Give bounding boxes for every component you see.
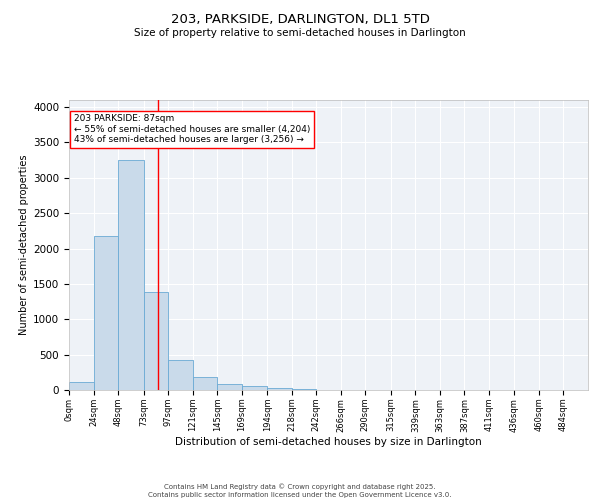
Text: 203, PARKSIDE, DARLINGTON, DL1 5TD: 203, PARKSIDE, DARLINGTON, DL1 5TD <box>170 12 430 26</box>
Text: 203 PARKSIDE: 87sqm
← 55% of semi-detached houses are smaller (4,204)
43% of sem: 203 PARKSIDE: 87sqm ← 55% of semi-detach… <box>74 114 310 144</box>
Bar <box>217 384 242 390</box>
Bar <box>267 388 292 390</box>
Y-axis label: Number of semi-detached properties: Number of semi-detached properties <box>19 155 29 336</box>
Bar <box>69 382 94 390</box>
Bar <box>143 292 168 390</box>
Text: Size of property relative to semi-detached houses in Darlington: Size of property relative to semi-detach… <box>134 28 466 38</box>
Bar <box>168 360 193 390</box>
Bar <box>193 377 217 390</box>
Bar <box>242 386 267 390</box>
Text: Contains HM Land Registry data © Crown copyright and database right 2025.
Contai: Contains HM Land Registry data © Crown c… <box>148 484 452 498</box>
X-axis label: Distribution of semi-detached houses by size in Darlington: Distribution of semi-detached houses by … <box>175 437 482 447</box>
Bar <box>118 160 143 390</box>
Bar <box>94 236 118 390</box>
